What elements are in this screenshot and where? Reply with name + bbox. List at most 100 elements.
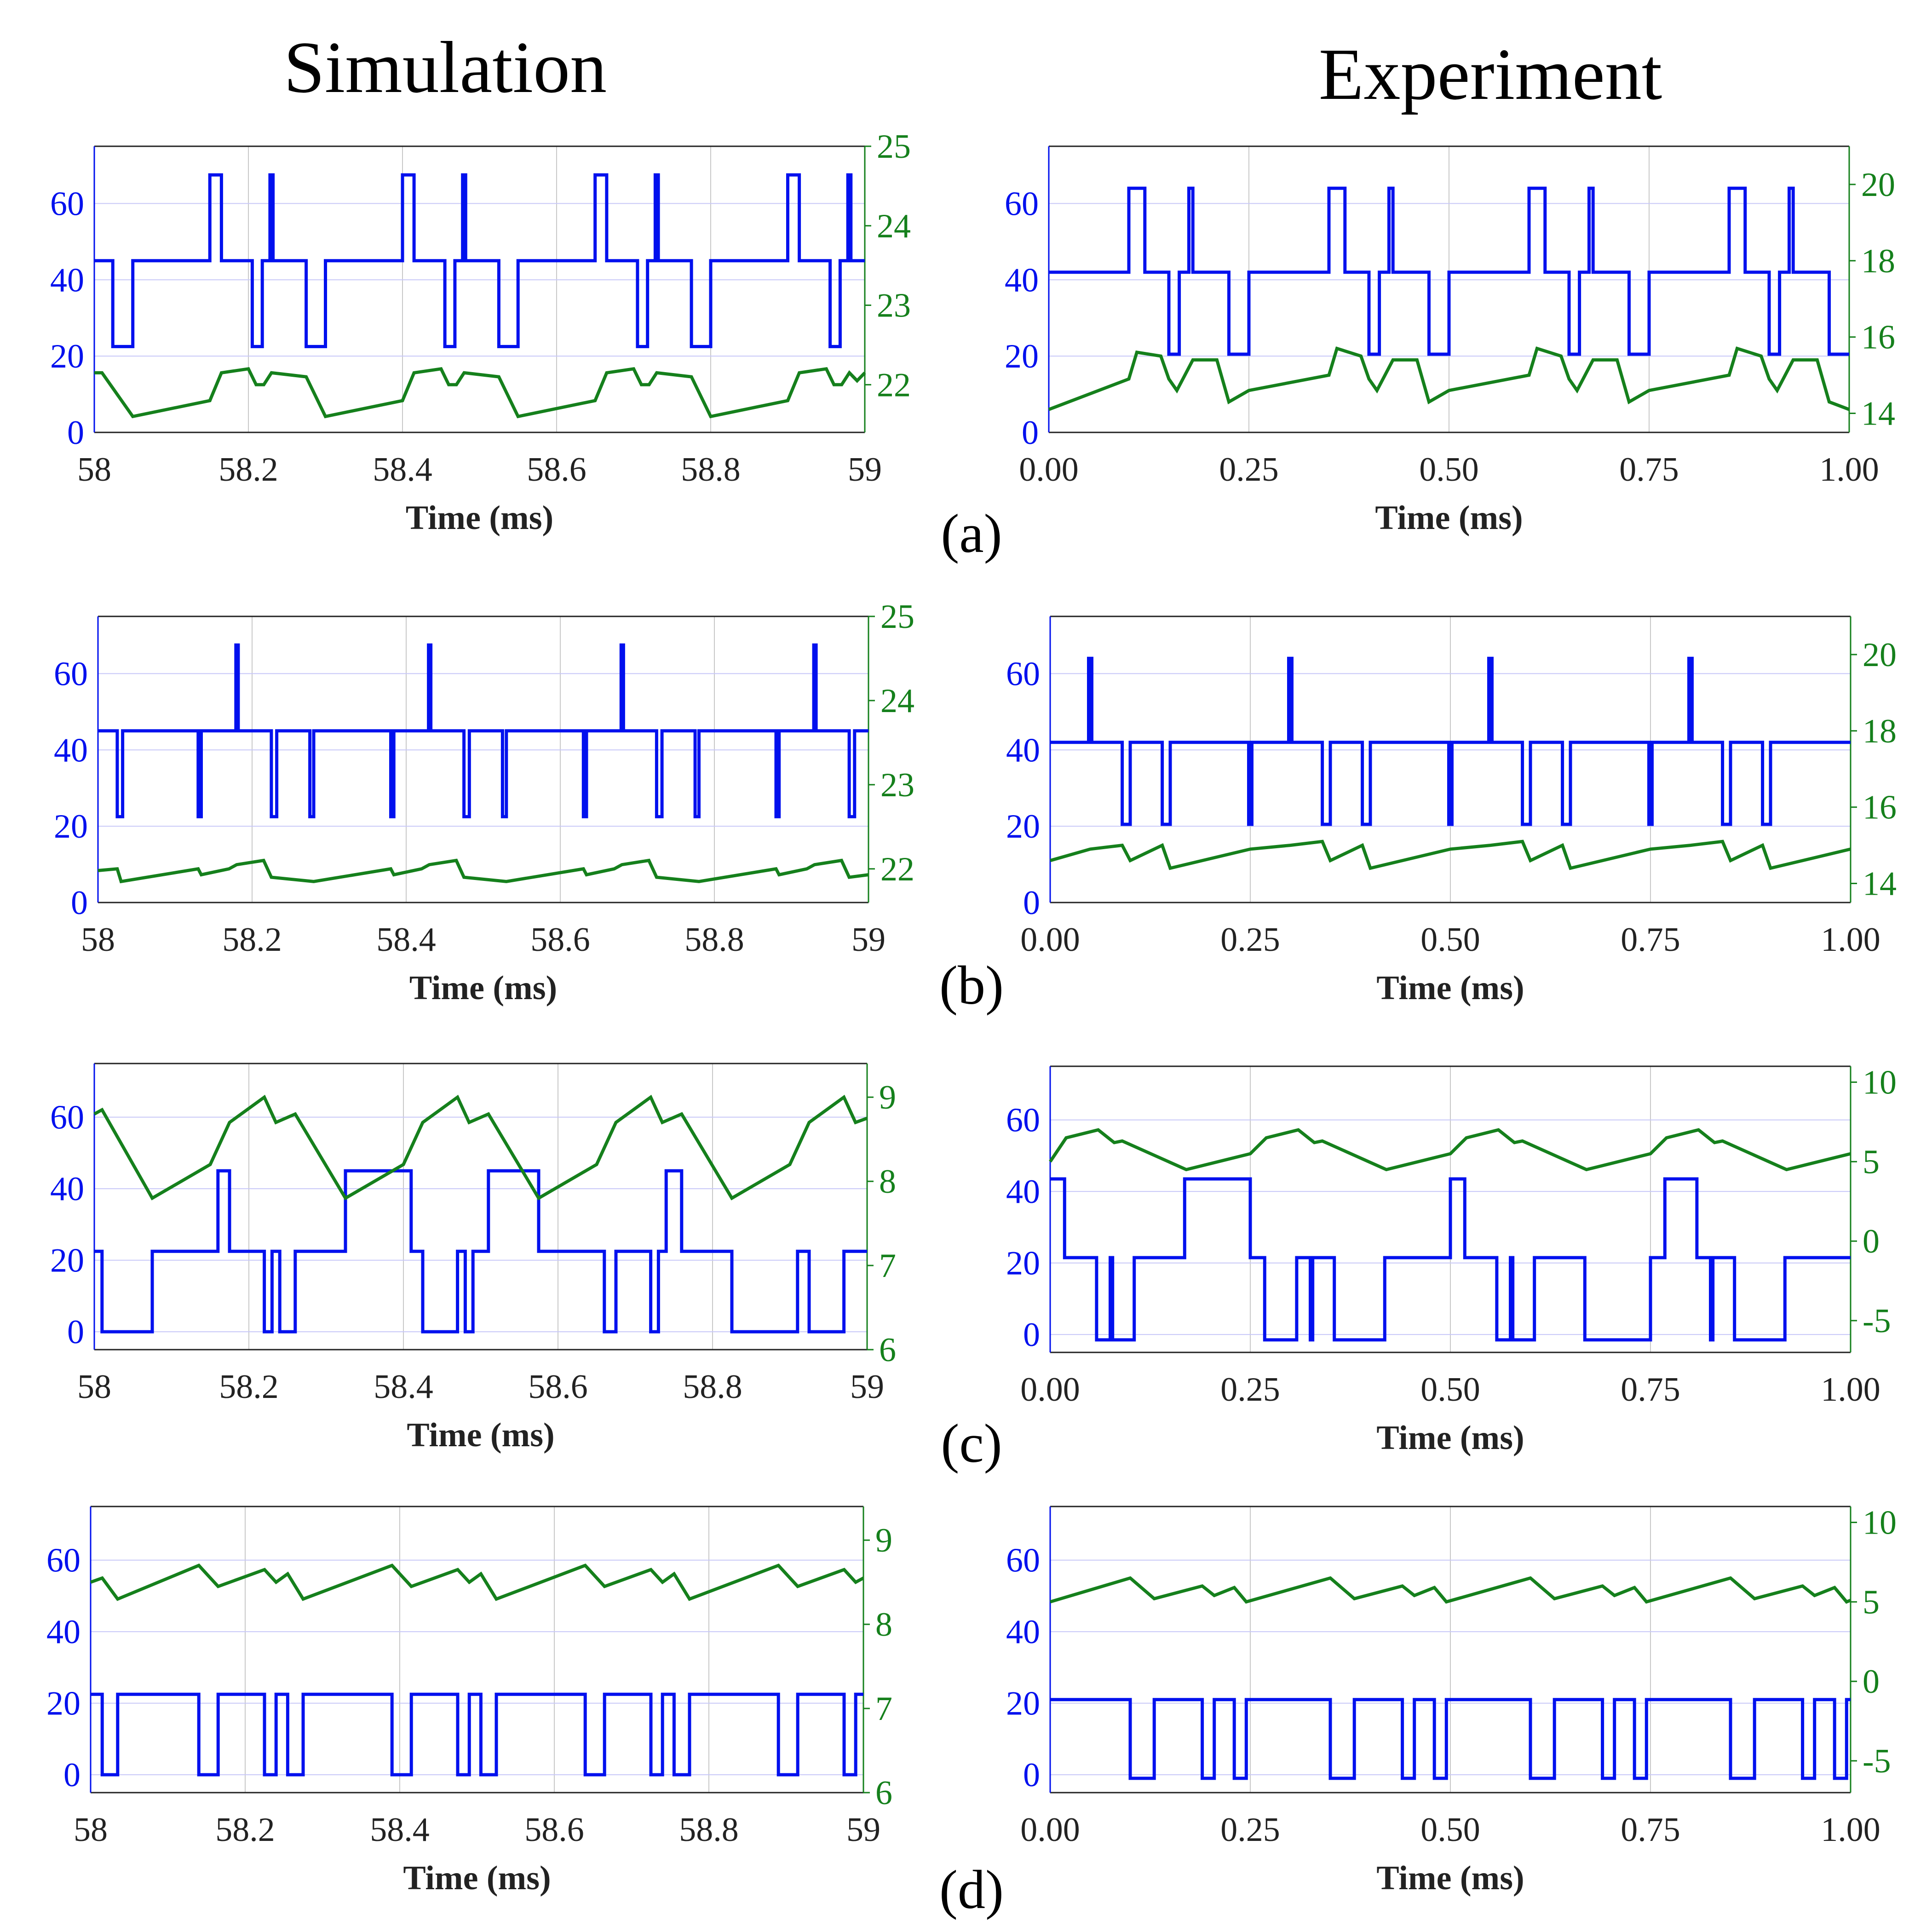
y-tick-label-right: 10 — [1863, 1064, 1897, 1102]
x-tick-label: 58.6 — [528, 1368, 588, 1406]
x-tick-label: 0.00 — [1020, 1811, 1080, 1849]
series-line-green — [94, 367, 866, 419]
x-tick-label: 58 — [77, 451, 111, 489]
y-tick-label-left: 60 — [54, 655, 88, 693]
x-axis-title: Time (ms) — [1376, 969, 1524, 1007]
x-tick-label: 58 — [77, 1368, 111, 1406]
y-tick-label-right: 23 — [877, 287, 911, 325]
x-tick-label: 1.00 — [1821, 1811, 1880, 1849]
y-tick-label-left: 20 — [54, 808, 88, 845]
x-tick-label: 0.75 — [1621, 1811, 1680, 1849]
x-tick-label: 58.2 — [215, 1811, 275, 1849]
y-tick-label-right: 14 — [1861, 395, 1895, 433]
panel-label-c: (c) — [941, 1413, 1002, 1474]
series-line-green — [1048, 346, 1850, 411]
y-tick-label-right: 5 — [1863, 1583, 1880, 1621]
y-tick-label-right: 0 — [1863, 1663, 1880, 1701]
y-tick-label-right: 10 — [1863, 1504, 1897, 1542]
x-tick-label: 59 — [851, 921, 886, 959]
x-tick-label: 1.00 — [1821, 1371, 1880, 1409]
x-tick-label: 58.6 — [524, 1811, 584, 1849]
y-tick-label-right: 25 — [880, 598, 914, 636]
chart-b-sim: 58 58.2 58.4 58.6 58.8 59 0 20 40 60 22 23 24 25 Time … — [54, 598, 914, 1007]
x-tick-label: 58.4 — [370, 1811, 430, 1849]
y-tick-label-left: 20 — [1006, 1245, 1040, 1282]
y-tick-label-left: 60 — [1005, 185, 1039, 223]
chart-b-exp: 0.00 0.25 0.50 0.75 1.00 0 20 40 60 14 16 18 20 Time … — [1006, 615, 1897, 1007]
panel-label-d: (d) — [939, 1859, 1004, 1920]
y-tick-label-right: 9 — [879, 1079, 896, 1116]
panel-label-b: (b) — [939, 954, 1004, 1016]
chart-d-sim: 58 58.2 58.4 58.6 58.8 59 0 20 40 60 6 7 8 9 Time (ms) — [46, 1506, 892, 1897]
y-tick-label-right: 20 — [1863, 636, 1897, 674]
y-tick-label-left: 60 — [1006, 1102, 1040, 1139]
column-title-simulation: Simulation — [284, 26, 607, 108]
y-tick-label-left: 40 — [1006, 1613, 1040, 1651]
y-tick-label-left: 20 — [1005, 338, 1039, 375]
y-tick-label-left: 40 — [54, 731, 88, 769]
y-tick-label-left: 20 — [46, 1685, 80, 1723]
x-tick-label: 0.25 — [1219, 451, 1279, 489]
y-tick-label-left: 40 — [50, 1170, 84, 1208]
y-tick-label-left: 0 — [1023, 884, 1040, 922]
y-tick-label-right: 24 — [880, 682, 914, 720]
y-tick-label-left: 0 — [1023, 1316, 1040, 1354]
series-line-green — [1049, 1128, 1851, 1172]
y-tick-label-left: 0 — [71, 884, 88, 922]
y-tick-label-right: 0 — [1863, 1223, 1880, 1260]
y-tick-label-right: 22 — [880, 851, 914, 888]
x-tick-label: 58.2 — [222, 921, 282, 959]
y-tick-label-left: 0 — [1022, 414, 1039, 452]
y-tick-label-right: 9 — [875, 1522, 892, 1559]
y-tick-label-right: 5 — [1863, 1143, 1880, 1181]
y-tick-label-left: 60 — [46, 1542, 80, 1580]
series-line-green — [98, 858, 869, 884]
x-axis-title: Time (ms) — [1375, 499, 1523, 537]
x-tick-label: 0.25 — [1220, 921, 1280, 959]
series-line-green — [1050, 1576, 1852, 1604]
column-title-experiment: Experiment — [1319, 33, 1662, 115]
y-tick-label-left: 40 — [46, 1613, 80, 1651]
y-tick-label-left: 20 — [1006, 1685, 1040, 1723]
x-tick-label: 0.50 — [1420, 921, 1480, 959]
chart-a-sim: 58 58.2 58.4 58.6 58.8 59 0 20 40 60 22 23 24 25 Time … — [50, 128, 911, 537]
series-line-blue — [98, 643, 868, 818]
x-axis-title: Time (ms) — [407, 1416, 554, 1454]
x-tick-label: 59 — [850, 1368, 884, 1406]
x-axis-title: Time (ms) — [409, 969, 557, 1007]
y-tick-label-right: 25 — [877, 128, 911, 166]
y-tick-label-right: 6 — [879, 1331, 896, 1369]
series-line-blue — [1050, 1177, 1851, 1342]
y-tick-label-left: 60 — [50, 185, 84, 223]
series-line-blue — [1049, 186, 1849, 356]
x-tick-label: 0.50 — [1419, 451, 1479, 489]
x-tick-label: 58.4 — [376, 921, 436, 959]
y-tick-label-left: 20 — [50, 338, 84, 375]
x-tick-label: 58.6 — [527, 451, 586, 489]
chart-c-exp: 0.00 0.25 0.50 0.75 1.00 0 20 40 60 -5 0 5 10 Time (m… — [1006, 1064, 1897, 1457]
x-tick-label: 58.4 — [373, 451, 432, 489]
y-tick-label-left: 60 — [1006, 1542, 1040, 1580]
series-line-green — [1050, 840, 1851, 870]
y-tick-label-right: 18 — [1861, 242, 1895, 280]
plots-layer: 58 58.2 58.4 58.6 58.8 59020406022232425Time … — [46, 128, 1897, 1897]
series-line-blue — [94, 1169, 867, 1334]
y-tick-label-right: 14 — [1863, 865, 1897, 903]
y-tick-label-left: 40 — [1005, 261, 1039, 299]
x-tick-label: 58 — [81, 921, 115, 959]
x-tick-label: 0.75 — [1621, 1371, 1680, 1409]
y-tick-label-left: 40 — [50, 261, 84, 299]
y-tick-label-left: 60 — [50, 1099, 84, 1137]
y-tick-label-left: 0 — [67, 1313, 84, 1351]
panel-label-a: (a) — [941, 503, 1002, 564]
series-line-blue — [1050, 1698, 1851, 1780]
y-tick-label-right: -5 — [1863, 1302, 1891, 1340]
y-tick-label-right: 7 — [875, 1690, 892, 1728]
series-line-blue — [1050, 656, 1851, 826]
x-tick-label: 58.8 — [679, 1811, 739, 1849]
y-tick-label-left: 60 — [1006, 655, 1040, 693]
chart-d-exp: 0.00 0.25 0.50 0.75 1.00 0 20 40 60 -5 0 5 10 Time (m… — [1006, 1504, 1897, 1897]
y-tick-label-right: 16 — [1861, 319, 1895, 356]
